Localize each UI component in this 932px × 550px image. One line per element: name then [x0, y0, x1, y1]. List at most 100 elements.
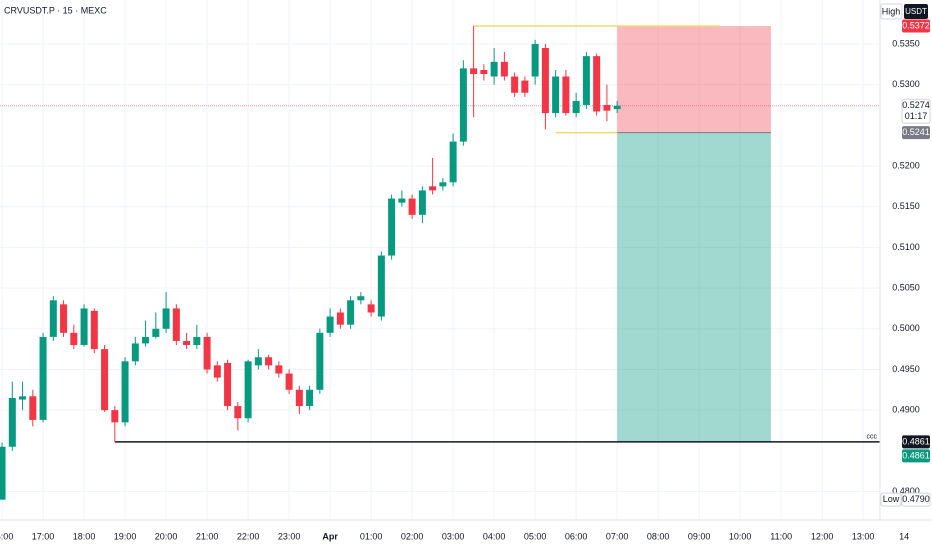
price-badge: [902, 449, 930, 463]
price-badge-label: 0.5274: [902, 100, 930, 110]
x-tick-label: 18:00: [73, 531, 96, 541]
x-tick-label: 01:00: [360, 531, 383, 541]
candle-body: [29, 396, 37, 420]
price-badge: [901, 492, 931, 507]
price-badge: [901, 98, 931, 124]
candle-body: [613, 105, 621, 110]
countdown: 01:17: [905, 111, 928, 121]
candle-body: [408, 198, 416, 215]
x-tick-label: 07:00: [606, 531, 629, 541]
candle-body: [603, 104, 611, 111]
candle-body: [388, 198, 396, 256]
price-badge-label: 0.5241: [902, 127, 930, 137]
candle-body: [203, 336, 211, 370]
y-tick-label: 0.5050: [892, 282, 920, 292]
candle-body: [449, 141, 457, 183]
x-tick-label: 03:00: [442, 531, 465, 541]
y-tick-label: 0.4800: [892, 486, 920, 496]
y-tick-label: 0.5150: [892, 201, 920, 211]
candle-body: [357, 296, 365, 301]
candle-body: [39, 336, 47, 420]
y-tick-label: 0.4950: [892, 364, 920, 374]
candle-body: [398, 198, 406, 203]
candle-body: [572, 100, 580, 114]
candle-body: [336, 312, 344, 325]
candle-body: [152, 328, 160, 337]
candle-body: [213, 365, 221, 378]
candle-body: [49, 300, 57, 337]
price-badge-label: 0.4861: [902, 436, 930, 446]
candle-body: [244, 361, 252, 419]
x-tick-label: Apr: [322, 531, 338, 541]
candle-body: [80, 308, 88, 346]
x-tick-label: 21:00: [196, 531, 219, 541]
price-badge: [902, 126, 930, 140]
candle-body: [19, 396, 27, 400]
price-badge-label: 0.5372: [902, 20, 930, 30]
stop-zone: [617, 26, 771, 133]
price-tag-label: Low: [883, 494, 900, 504]
candle-body: [490, 61, 498, 77]
candle-body: [377, 255, 385, 317]
candle-body: [111, 410, 119, 423]
candle-body: [521, 80, 529, 93]
y-tick-label: 0.5200: [892, 160, 920, 170]
candle-body: [470, 68, 478, 75]
candle-body: [90, 310, 98, 350]
candle-body: [142, 336, 150, 344]
candle-body: [429, 186, 437, 191]
price-badge-label: 0.4861: [902, 450, 930, 460]
candle-body: [439, 182, 447, 187]
candle-body: [121, 361, 129, 423]
candle-body: [562, 76, 570, 114]
x-tick-label: 08:00: [647, 531, 670, 541]
candle-body: [316, 332, 324, 390]
candle-body: [193, 336, 201, 346]
price-badge: [902, 435, 930, 449]
x-tick-label: 12:00: [811, 531, 834, 541]
candle-body: [60, 304, 68, 333]
candle-body: [101, 349, 109, 411]
candle-body: [347, 300, 355, 325]
candle-body: [326, 316, 334, 333]
currency-label[interactable]: USDT: [905, 7, 927, 16]
candle-body: [183, 340, 191, 346]
axes: 0.5350 0.5300 0.5200 0.5150 0.5100 0.5050 0.50…: [0, 19, 931, 541]
candle-body: [459, 68, 467, 142]
candle-body: [418, 190, 426, 215]
x-tick-label: 16:00: [0, 531, 13, 541]
x-tick-label: 11:00: [770, 531, 792, 541]
x-tick-label: 06:00: [565, 531, 588, 541]
y-tick-label: 0.5300: [892, 79, 920, 89]
x-tick-label: 02:00: [401, 531, 424, 541]
candle-body: [224, 362, 232, 407]
candle-body: [254, 357, 262, 366]
chart-title: CRVUSDT.P · 15 · MEXC: [4, 5, 107, 15]
candle-body: [0, 446, 6, 500]
candle-body: [295, 389, 303, 407]
high-button-label[interactable]: High: [882, 6, 901, 16]
candle-body: [500, 61, 508, 77]
candle-body: [234, 406, 242, 419]
line-label: ccc: [867, 434, 878, 441]
candle-body: [531, 43, 539, 77]
candle-body: [285, 373, 293, 390]
candle-body: [275, 365, 283, 374]
x-tick-label: 22:00: [237, 531, 260, 541]
x-tick-label: 19:00: [114, 531, 137, 541]
x-tick-label: 09:00: [688, 531, 711, 541]
candle-body: [131, 343, 139, 362]
price-badge: [902, 19, 930, 33]
x-tick-label: 20:00: [155, 531, 178, 541]
high-button[interactable]: [880, 3, 903, 20]
candle-body: [593, 56, 601, 112]
y-tick-label: 0.5000: [892, 323, 920, 333]
x-tick-label: 10:00: [729, 531, 752, 541]
currency-badge[interactable]: [904, 4, 928, 19]
target-zone: [617, 132, 771, 442]
candle-body: [541, 48, 549, 114]
y-tick-label: 0.5100: [892, 242, 920, 252]
plot-area: [0, 0, 880, 520]
candle-body: [306, 389, 314, 407]
